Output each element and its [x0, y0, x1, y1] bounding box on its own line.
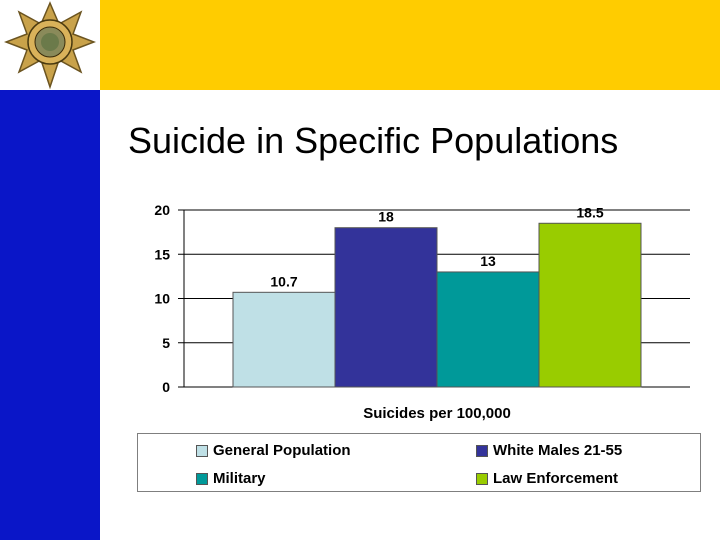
legend-item-white-males: White Males 21-55: [476, 442, 622, 459]
slide-title: Suicide in Specific Populations: [128, 120, 619, 161]
highway-patrol-star-badge-icon: [4, 1, 96, 90]
bar-1: [334, 227, 438, 388]
bar-0: [232, 291, 336, 388]
y-tick-label-0: 0: [162, 379, 170, 395]
x-axis-label: Suicides per 100,000: [363, 405, 511, 422]
bar-value-label-3: 18.5: [576, 204, 603, 220]
legend-swatch-law-enforcement: [476, 472, 488, 485]
legend-item-military: Military: [196, 470, 266, 487]
y-tick-label-5: 5: [162, 335, 170, 351]
legend-label-law-enforcement: Law Enforcement: [493, 470, 619, 487]
legend-label-military: Military: [213, 470, 266, 487]
legend-item-general-population: General Population: [196, 442, 351, 459]
legend-item-law-enforcement: Law Enforcement: [476, 470, 618, 487]
legend-label-general-population: General Population: [213, 442, 351, 459]
bar-value-label-0: 10.7: [270, 273, 297, 289]
bar-chart: 0 5 10 15 20 10.7 18 13 18.5 Suicides per 100,000: [154, 202, 690, 422]
legend-label-white-males: White Males 21-55: [493, 442, 623, 459]
y-tick-label-20: 20: [154, 202, 170, 218]
bar-value-label-2: 13: [480, 253, 496, 269]
bar-3: [538, 222, 642, 388]
y-tick-label-10: 10: [154, 291, 170, 307]
top-accent-bar: [100, 0, 720, 90]
chart-legend: General Population White Males 21-55 Mil…: [137, 433, 701, 492]
y-tick-label-15: 15: [154, 246, 170, 262]
legend-swatch-general-population: [196, 444, 208, 457]
logo-area: [0, 0, 100, 90]
legend-swatch-white-males: [476, 444, 488, 457]
legend-swatch-military: [196, 472, 208, 485]
bar-2: [436, 271, 540, 388]
bar-value-label-1: 18: [378, 209, 394, 225]
left-accent-bar: [0, 0, 100, 540]
